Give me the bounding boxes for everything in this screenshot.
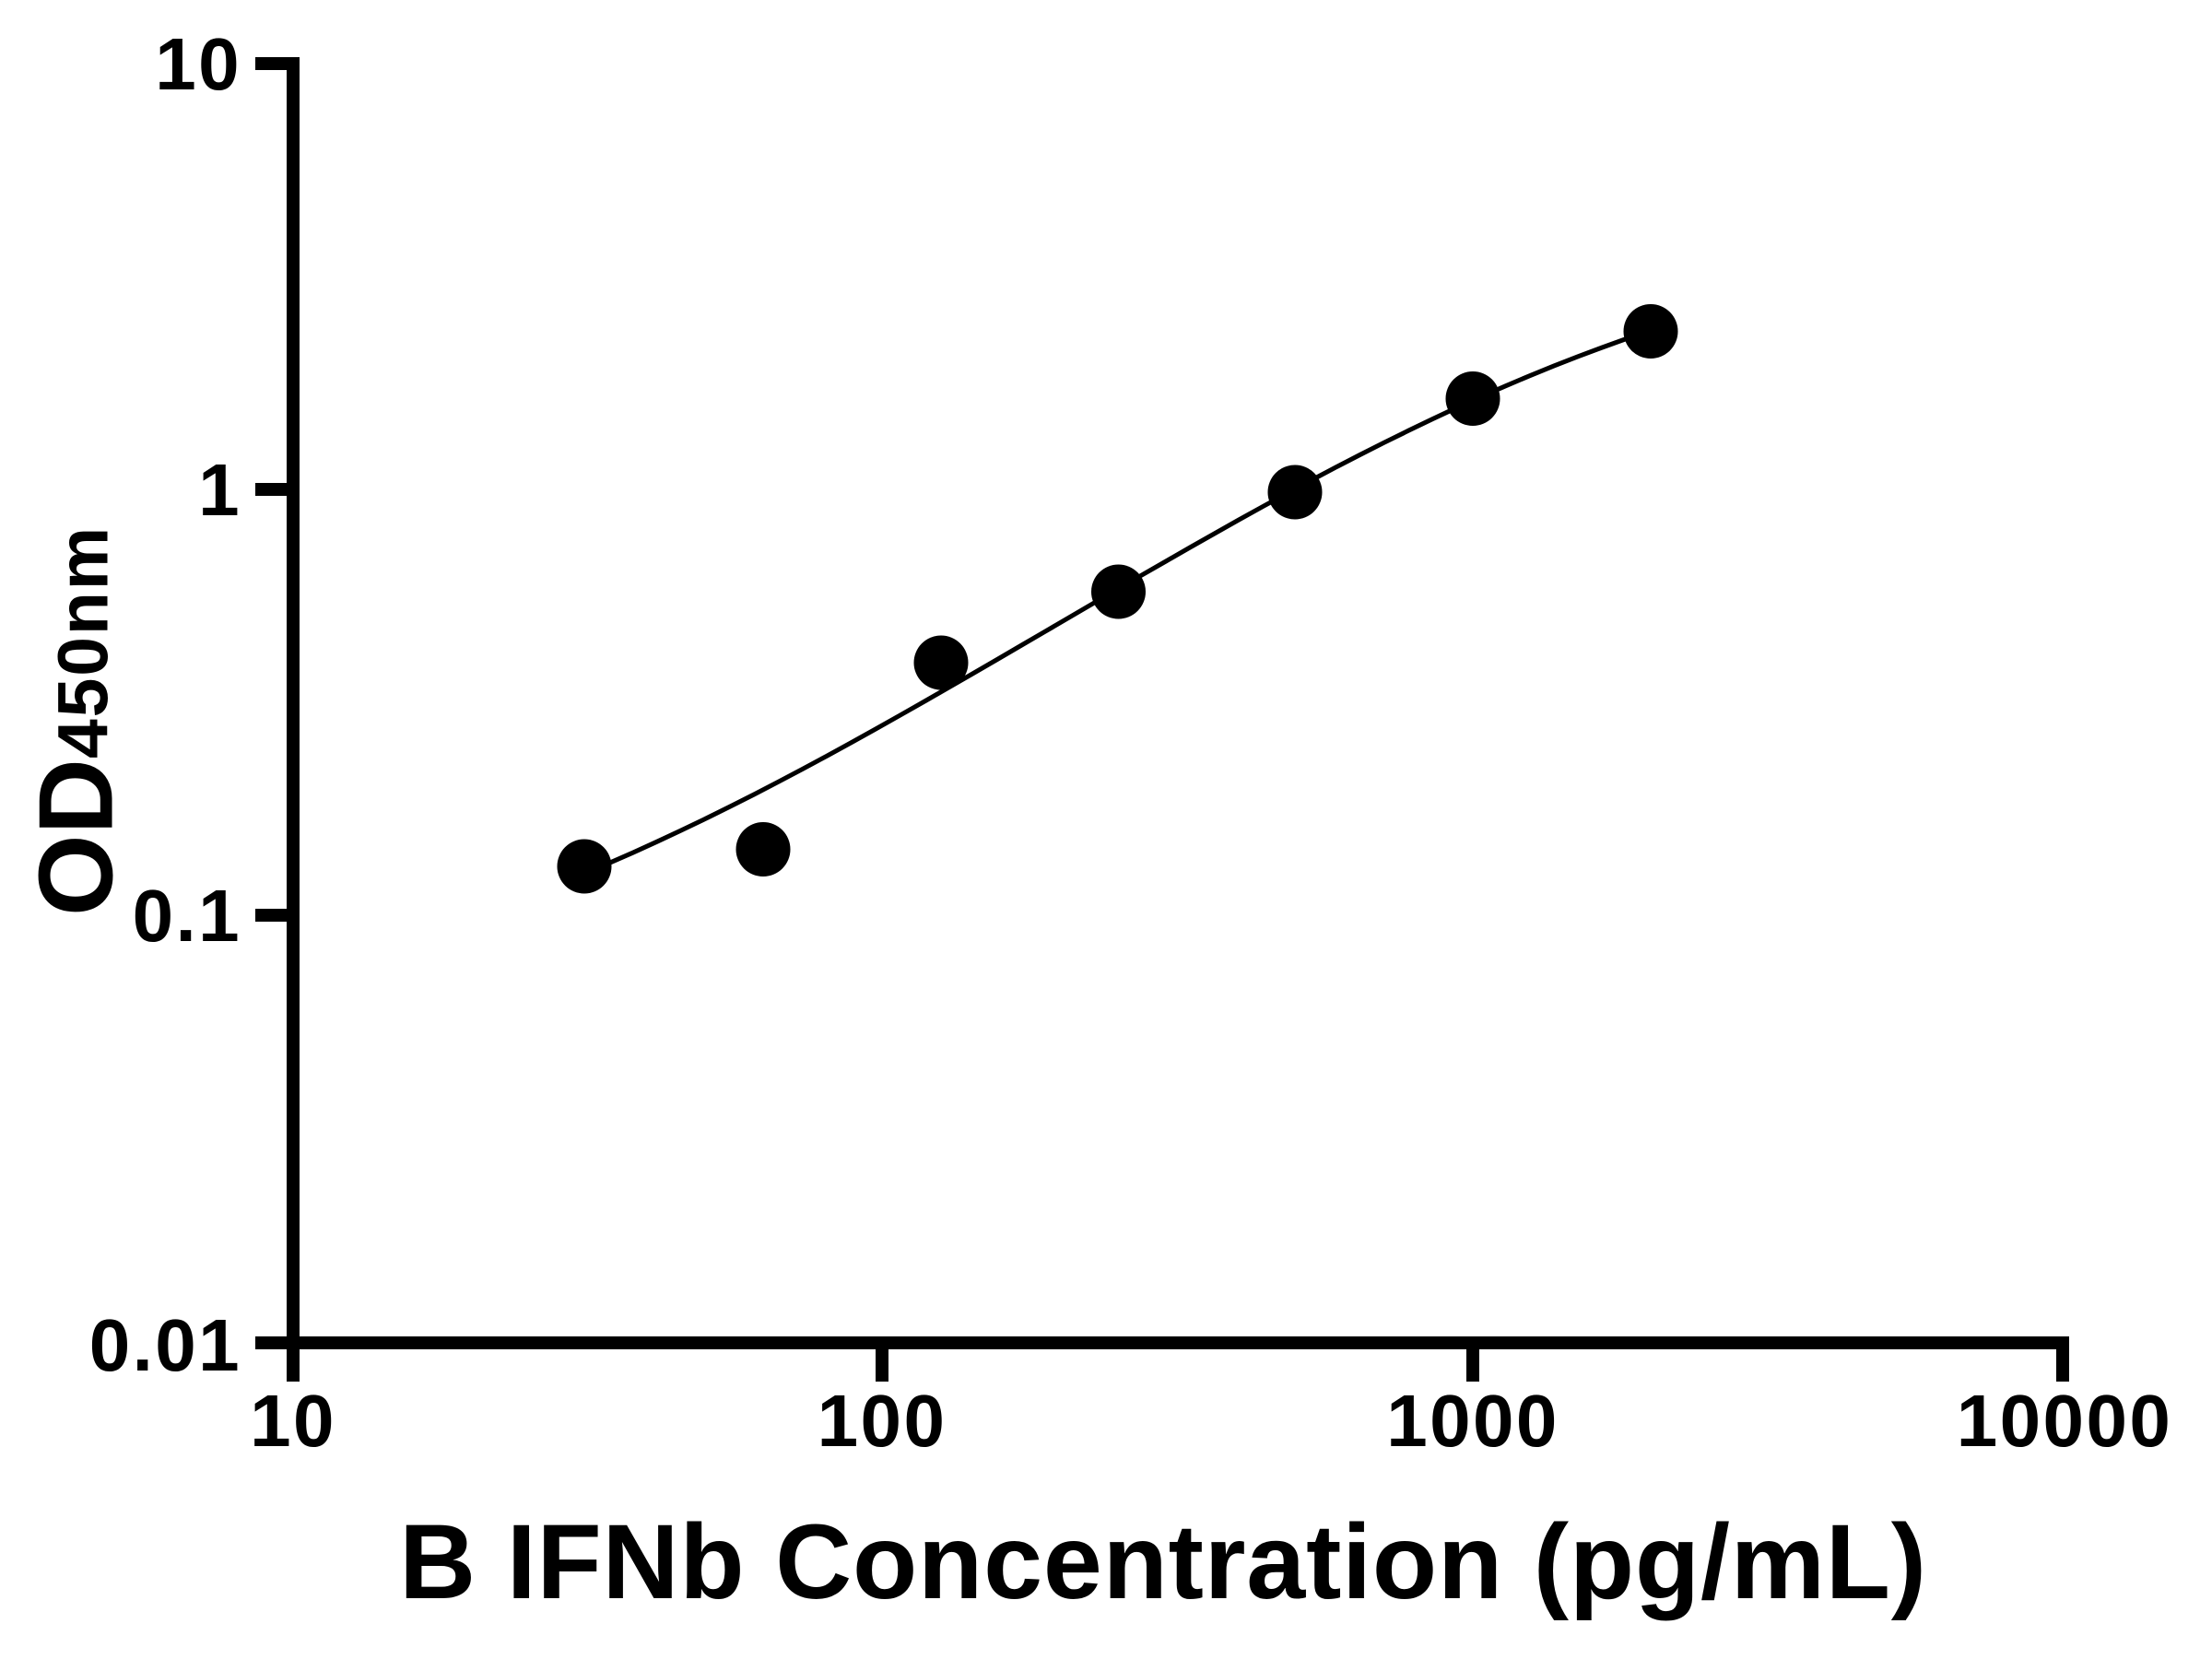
svg-text:1000: 1000 <box>1386 1380 1559 1462</box>
svg-text:10: 10 <box>250 1380 336 1462</box>
svg-text:B IFNb Concentration (pg/mL): B IFNb Concentration (pg/mL) <box>399 1503 1927 1621</box>
svg-text:0.1: 0.1 <box>133 875 241 957</box>
svg-text:10: 10 <box>155 23 241 105</box>
svg-text:1: 1 <box>198 449 241 531</box>
svg-text:10000: 10000 <box>1957 1380 2172 1462</box>
svg-text:100: 100 <box>818 1380 947 1462</box>
svg-text:0.01: 0.01 <box>89 1304 241 1386</box>
